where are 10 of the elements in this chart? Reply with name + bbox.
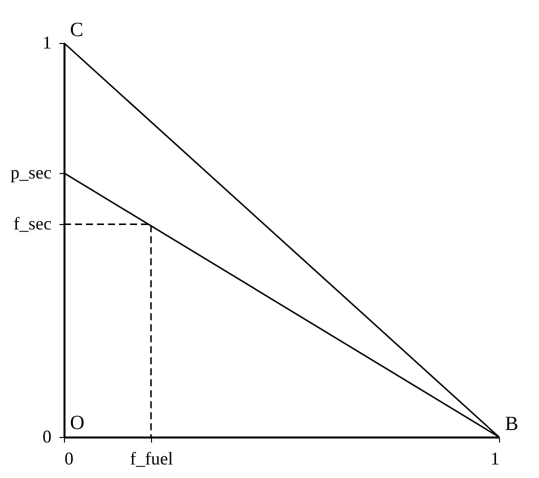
annotation: O	[70, 412, 84, 434]
x-tick-label: 0	[64, 448, 74, 468]
annotation: B	[505, 413, 518, 435]
annotation: C	[70, 19, 84, 41]
y-tick-label: f_sec	[14, 214, 52, 234]
y-tick-label: 0	[42, 426, 52, 446]
x-tick-label: f_fuel	[130, 448, 173, 468]
y-tick-label: p_sec	[10, 162, 52, 183]
x-tick-label: 1	[490, 448, 500, 468]
y-tick-label: 1	[42, 32, 52, 52]
